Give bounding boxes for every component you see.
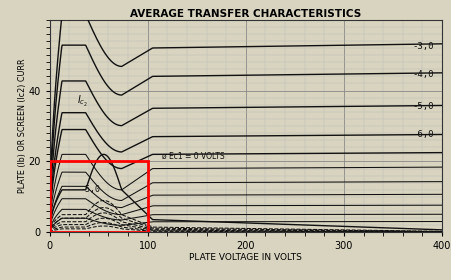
Text: -5,0: -5,0 (413, 102, 434, 111)
Y-axis label: PLATE (Ib) OR SCREEN (Ic2) CURR: PLATE (Ib) OR SCREEN (Ic2) CURR (18, 59, 27, 193)
Text: ø Ec1 = 0 VOLTS: ø Ec1 = 0 VOLTS (162, 152, 225, 161)
Bar (50, 162, 147, 232)
Title: AVERAGE TRANSFER CHARACTERISTICS: AVERAGE TRANSFER CHARACTERISTICS (130, 9, 361, 19)
Text: -4,0: -4,0 (413, 70, 434, 79)
Text: -5,0: -5,0 (81, 185, 101, 193)
Text: $I_{c_2}$: $I_{c_2}$ (77, 94, 88, 109)
Text: -6,0: -6,0 (413, 130, 434, 139)
Text: -3,0: -3,0 (413, 42, 434, 51)
X-axis label: PLATE VOLTAGE IN VOLTS: PLATE VOLTAGE IN VOLTS (189, 253, 302, 262)
